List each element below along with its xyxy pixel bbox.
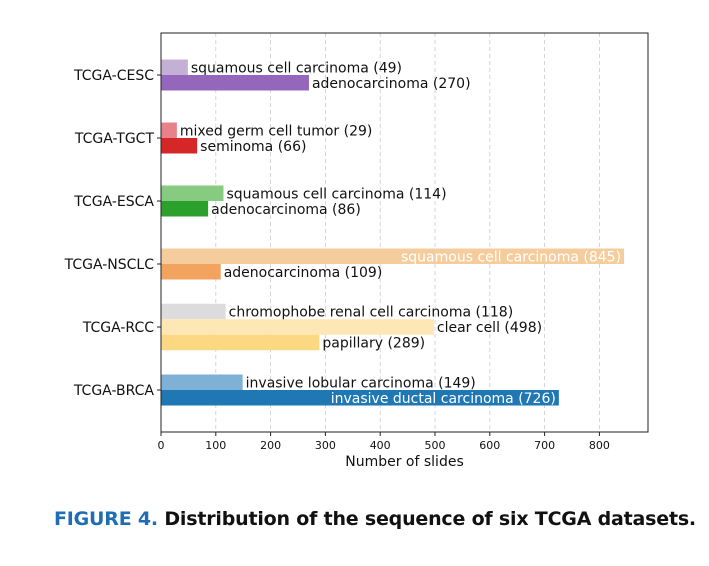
bar-label: clear cell (498) [437,320,542,336]
x-tick-label: 100 [205,439,226,452]
bar [161,185,224,201]
bar-label: seminoma (66) [200,139,306,155]
x-tick-label: 300 [315,439,336,452]
bar-label: invasive lobular carcinoma (149) [246,375,476,391]
y-tick-label: TCGA-CESC [73,68,154,84]
figure-caption: FIGURE 4. Distribution of the sequence o… [54,508,696,530]
figure-label: FIGURE 4. [54,508,158,530]
bar [161,319,434,335]
bar-label: squamous cell carcinoma (114) [226,186,446,202]
y-tick-label: TCGA-TGCT [74,131,155,147]
bar [161,374,243,390]
y-tick-label: TCGA-ESCA [73,194,154,210]
bar [161,59,188,75]
y-tick-label: TCGA-RCC [82,320,154,336]
bar-label: papillary (289) [322,336,425,352]
bar [161,75,309,91]
x-tick-label: 500 [425,439,446,452]
caption-text: Distribution of the sequence of six TCGA… [164,508,696,530]
y-tick-label: TCGA-BRCA [73,383,155,399]
plot-frame [160,32,649,433]
bar-label: mixed germ cell tumor (29) [180,123,372,139]
bar-label: invasive ductal carcinoma (726) [331,391,556,407]
x-tick-label: 600 [479,439,500,452]
y-tick-label: TCGA-NSCLC [64,257,155,273]
bar-label: adenocarcinoma (270) [312,76,471,92]
bar-chart: squamous cell carcinoma (49)adenocarcino… [64,32,649,470]
x-tick-label: 800 [589,439,610,452]
bar-label: squamous cell carcinoma (845) [401,249,621,265]
bar-label: adenocarcinoma (86) [211,202,361,218]
bar [161,390,559,406]
bar [161,334,320,351]
x-tick-label: 700 [534,439,555,452]
bar [161,264,221,280]
bar [161,303,226,320]
x-tick-label: 0 [158,439,165,452]
x-axis-label: Number of slides [345,454,464,470]
bar [161,122,177,138]
bar [161,248,625,264]
bar-label: squamous cell carcinoma (49) [191,60,402,76]
bar [161,138,198,154]
bar-label: chromophobe renal cell carcinoma (118) [229,305,514,321]
bar [161,201,209,217]
x-tick-label: 200 [260,439,281,452]
bar-label: adenocarcinoma (109) [224,265,383,281]
x-tick-label: 400 [370,439,391,452]
